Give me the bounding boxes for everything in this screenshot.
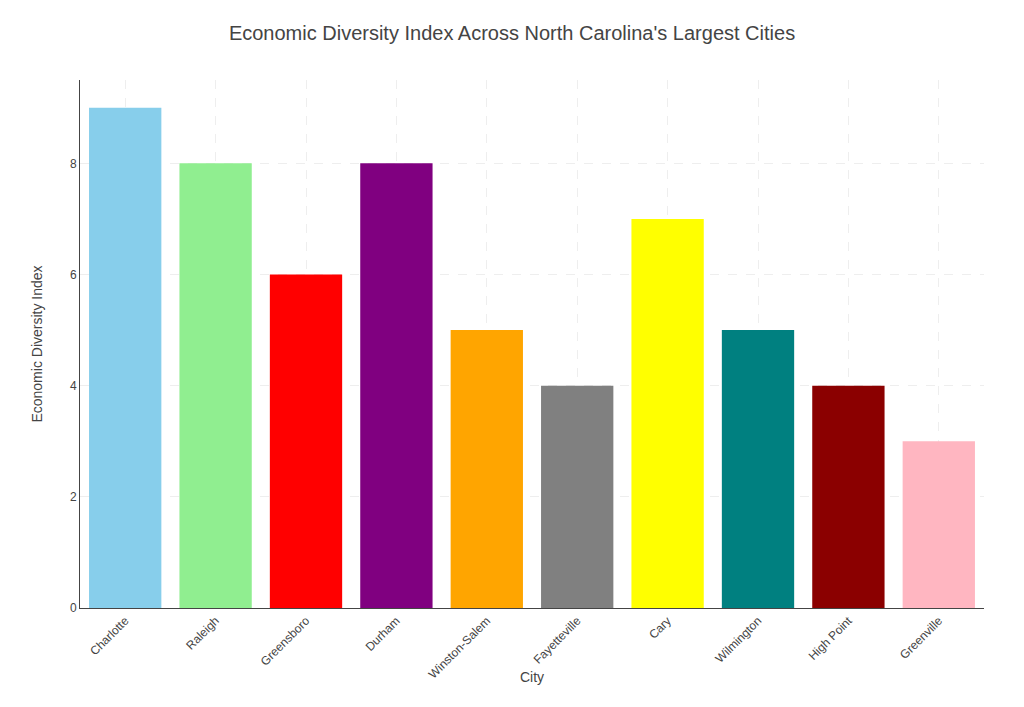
svg-text:Fayetteville: Fayetteville xyxy=(531,614,584,667)
svg-text:Raleigh: Raleigh xyxy=(183,614,222,653)
svg-text:Wilmington: Wilmington xyxy=(712,614,764,666)
svg-text:4: 4 xyxy=(70,379,77,393)
svg-text:Greensboro: Greensboro xyxy=(258,614,313,669)
svg-text:2: 2 xyxy=(70,490,77,504)
svg-text:Economic Diversity Index Acros: Economic Diversity Index Across North Ca… xyxy=(229,22,795,44)
svg-text:Economic Diversity Index: Economic Diversity Index xyxy=(29,265,45,422)
svg-text:Cary: Cary xyxy=(646,614,674,642)
svg-text:Durham: Durham xyxy=(363,614,403,654)
svg-text:Greenville: Greenville xyxy=(897,614,945,662)
svg-text:Winston-Salem: Winston-Salem xyxy=(426,614,493,681)
svg-text:8: 8 xyxy=(70,157,77,171)
svg-text:Charlotte: Charlotte xyxy=(87,614,132,659)
svg-text:High Point: High Point xyxy=(806,613,856,663)
svg-text:6: 6 xyxy=(70,268,77,282)
svg-text:City: City xyxy=(520,669,544,685)
svg-text:0: 0 xyxy=(70,601,77,615)
